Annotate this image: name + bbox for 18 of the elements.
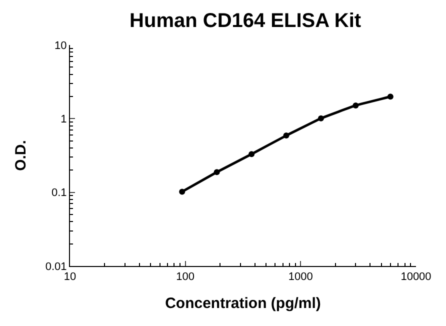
y-tick-label: 10 [54, 40, 67, 52]
y-tick-label: 1 [60, 114, 67, 126]
x-tick-label: 10 [64, 271, 76, 284]
x-tick-label: 1000 [288, 271, 313, 284]
chart-title: Human CD164 ELISA Kit [130, 10, 362, 32]
point [214, 169, 220, 176]
y-tick-label: 0.1 [52, 187, 67, 200]
y-tick-label: 0.01 [45, 260, 67, 273]
point [318, 115, 324, 122]
x-tick-label: 100 [176, 271, 195, 284]
point [387, 94, 394, 100]
point [248, 151, 255, 158]
point [352, 102, 359, 108]
point [179, 188, 186, 195]
x-axis-title: Concentration (pg/ml) [165, 295, 321, 312]
x-tick-label: 10000 [400, 271, 432, 284]
y-axis-title: O.D. [12, 140, 30, 171]
point [283, 132, 290, 139]
